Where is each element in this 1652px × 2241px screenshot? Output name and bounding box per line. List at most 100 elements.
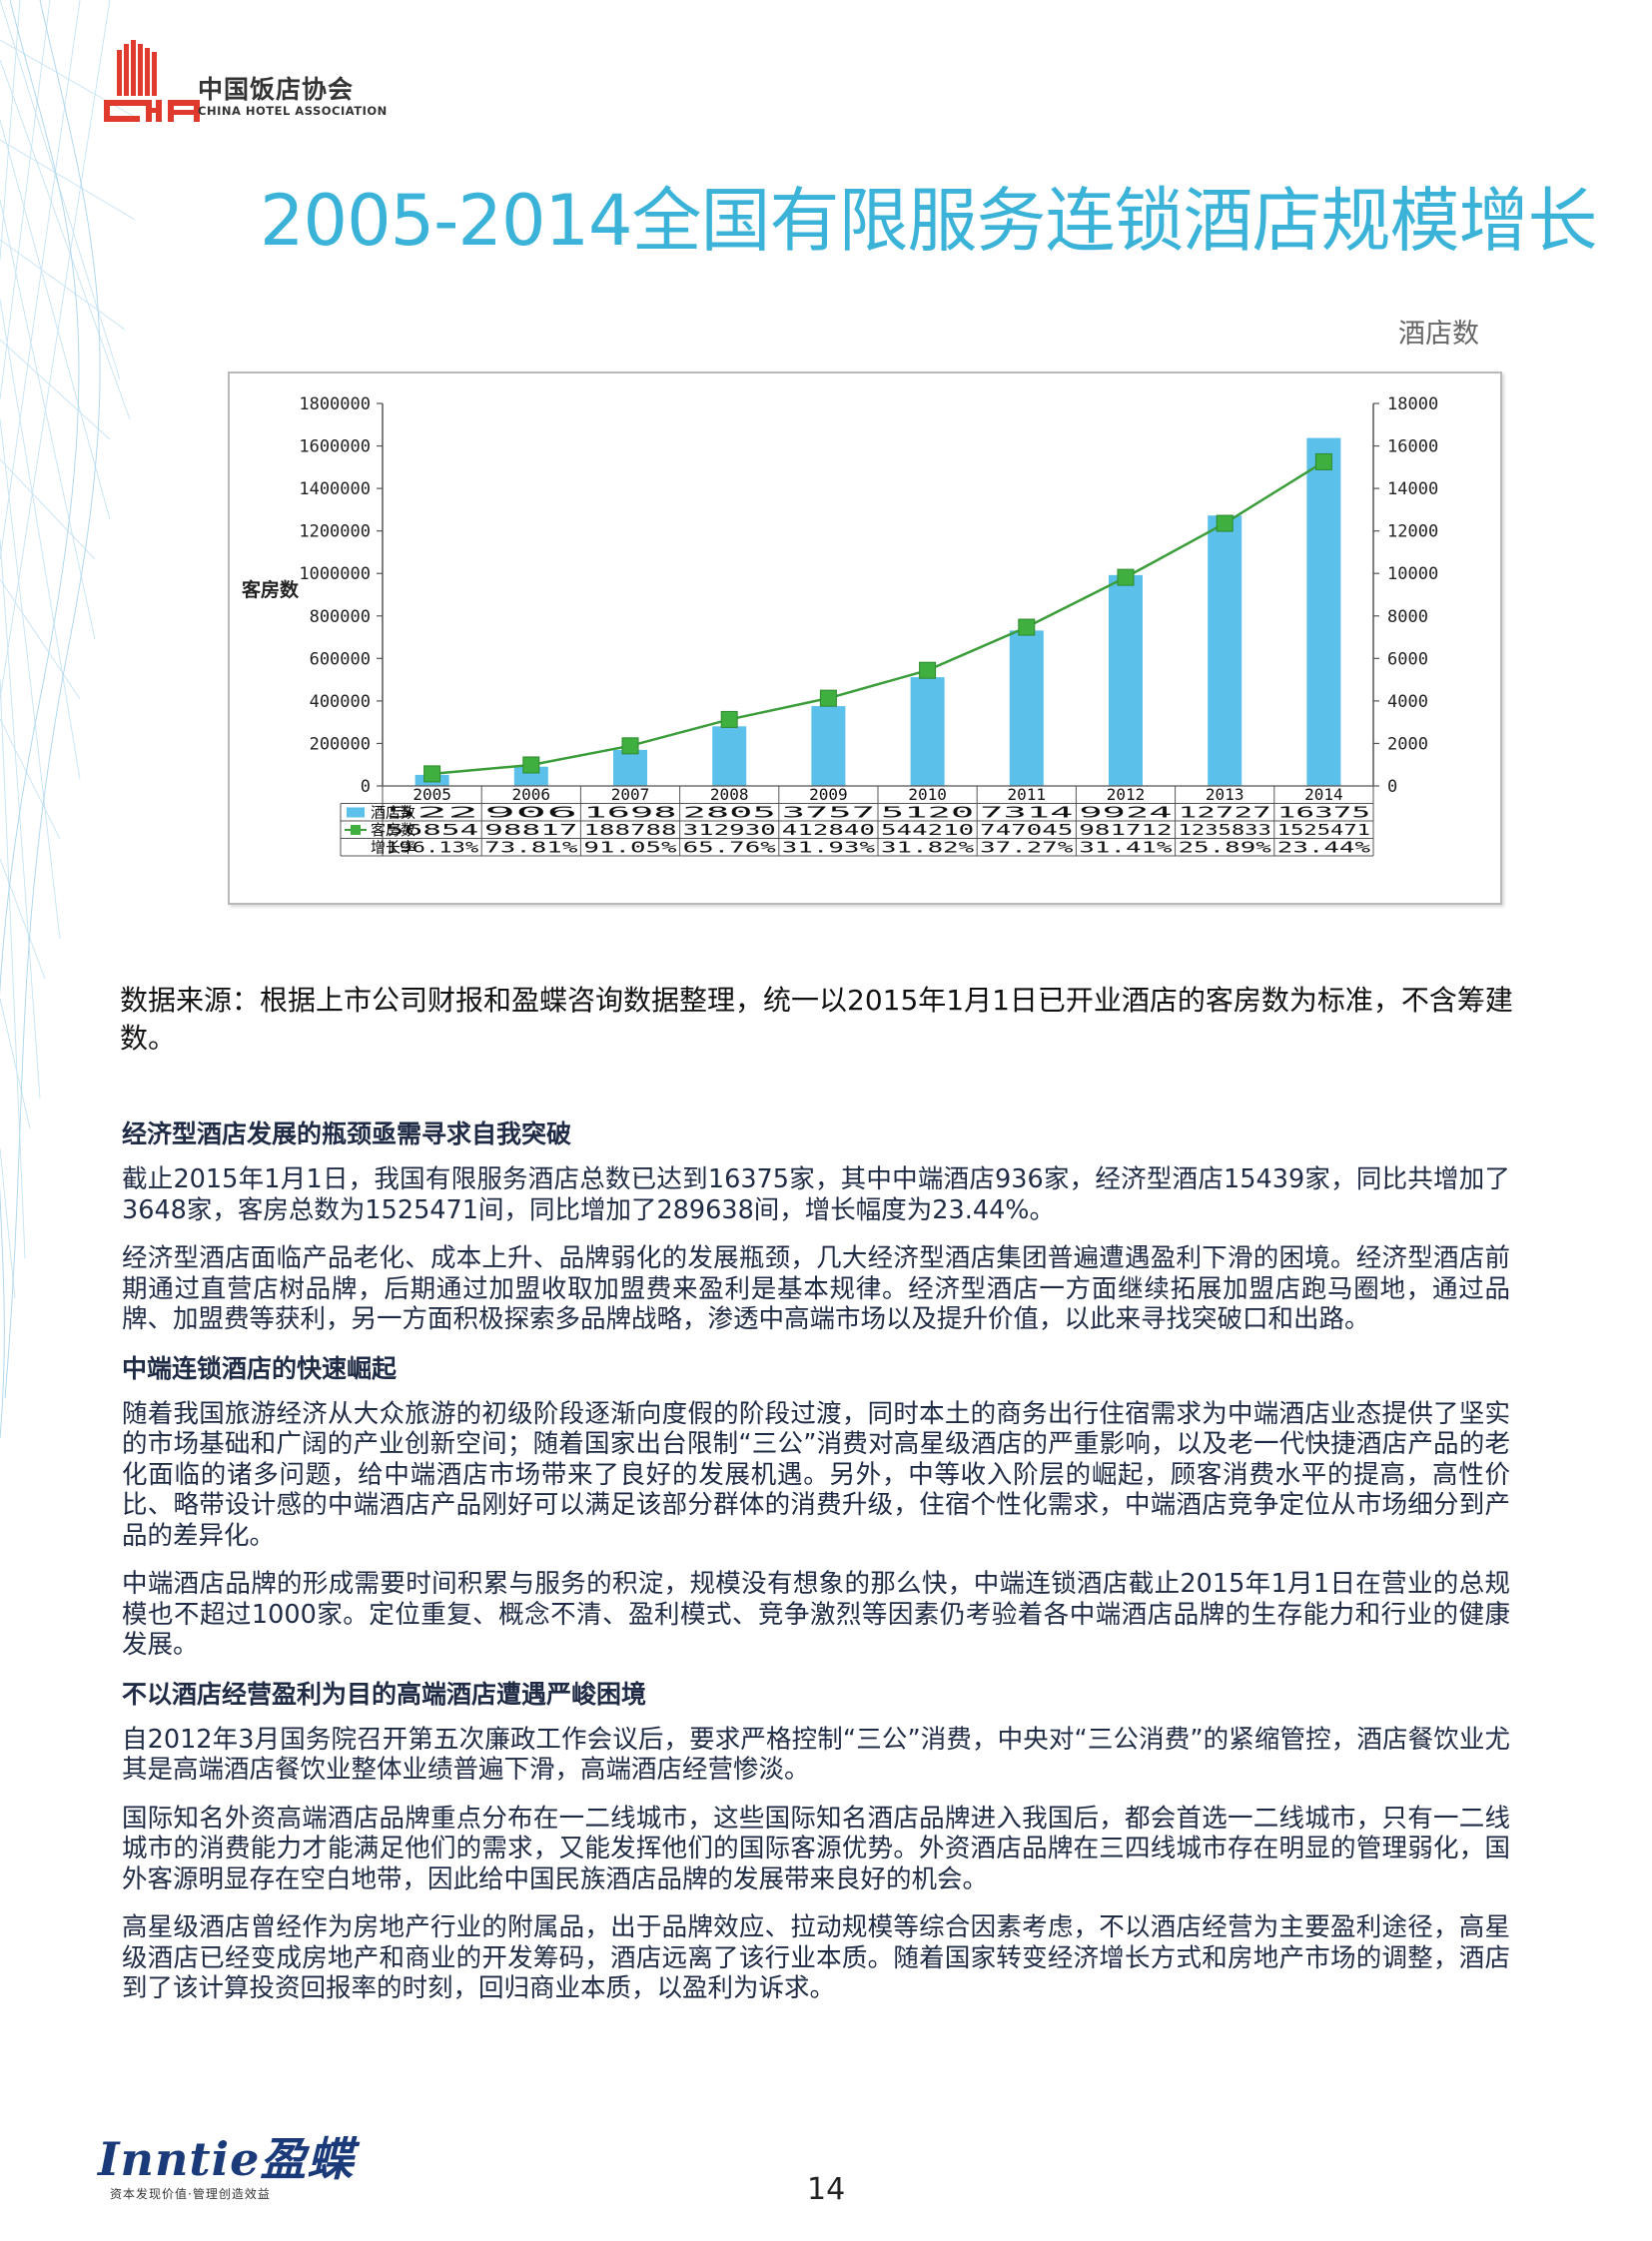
section-heading: 中端连锁酒店的快速崛起 [122, 1353, 398, 1383]
table-cell: 1235833 [1179, 821, 1271, 839]
decorative-mesh-graphic [0, 0, 140, 1439]
table-cell: 312930 [683, 821, 776, 839]
page-number: 14 [807, 2172, 846, 2207]
line-rooms-series [431, 460, 1325, 776]
table-cell: 544210 [881, 821, 974, 839]
left-tick-label: 1600000 [299, 437, 371, 457]
point-rooms-2005 [423, 765, 441, 783]
left-tick-label: 600000 [310, 649, 371, 669]
section-heading: 不以酒店经营盈利为目的高端酒店遭遇严峻困境 [122, 1679, 647, 1709]
table-cell: 981712 [1079, 821, 1172, 839]
paragraph: 经济型酒店面临产品老化、成本上升、品牌弱化的发展瓶颈，几大经济型酒店集团普遍遭遇… [122, 1243, 1510, 1334]
x-tick-label: 2008 [710, 785, 749, 804]
point-rooms-2006 [522, 756, 540, 774]
paragraph: 国际知名外资高端酒店品牌重点分布在一二线城市，这些国际知名酒店品牌进入我国后，都… [122, 1803, 1510, 1894]
right-tick-label: 18000 [1387, 394, 1438, 414]
section-heading: 经济型酒店发展的瓶颈亟需寻求自我突破 [122, 1120, 572, 1148]
table-cell: 7314 [980, 804, 1073, 822]
bar-hotels-2007 [613, 749, 647, 786]
table-cell: 412840 [782, 821, 875, 839]
point-rooms-2014 [1314, 452, 1332, 470]
table-cell: 1698 [583, 804, 676, 822]
data-source-note: 数据来源：根据上市公司财报和盈蝶咨询数据整理，统一以2015年1月1日已开业酒店… [120, 984, 1513, 1055]
brand-tagline: 资本发现价值·管理创造效益 [110, 2187, 271, 2201]
table-cell: 12727 [1179, 804, 1271, 822]
paragraph: 中端酒店品牌的形成需要时间积累与服务的积淀，规模没有想象的那么快，中端连锁酒店截… [122, 1569, 1510, 1660]
right-tick-label: 16000 [1387, 437, 1438, 457]
china-hotel-association-logo [104, 40, 200, 122]
chart-canvas: 1800000160000014000001200000100000080000… [242, 394, 1438, 857]
table-cell: 906 [484, 804, 577, 822]
chart-right-axis-label: 酒店数 [1398, 319, 1479, 350]
point-rooms-2013 [1216, 514, 1234, 532]
x-tick-label: 2009 [809, 785, 848, 804]
x-tick-label: 2006 [512, 785, 551, 804]
right-tick-label: 0 [1387, 777, 1397, 797]
x-tick-label: 2014 [1304, 785, 1343, 804]
table-cell: 91.05% [583, 839, 676, 857]
paragraph: 自2012年3月国务院召开第五次廉政工作会议后，要求严格控制“三公”消费，中央对… [122, 1724, 1510, 1786]
x-tick-label: 2011 [1008, 785, 1047, 804]
table-cell: 9924 [1079, 804, 1172, 822]
right-tick-label: 14000 [1387, 479, 1438, 499]
table-cell: 16375 [1277, 804, 1370, 822]
paragraph: 高星级酒店曾经作为房地产行业的附属品，出于品牌效应、拉动规模等综合因素考虑，不以… [122, 1912, 1510, 2003]
table-cell: 73.81% [484, 839, 577, 857]
point-rooms-2012 [1117, 568, 1135, 586]
table-cell: 23.44% [1277, 839, 1370, 857]
point-rooms-2010 [919, 661, 937, 679]
table-cell: 188788 [583, 821, 676, 839]
table-cell: 31.41% [1079, 839, 1172, 857]
x-tick-label: 2005 [413, 785, 451, 804]
right-tick-label: 10000 [1387, 564, 1438, 584]
table-cell: 98817 [484, 821, 577, 839]
point-rooms-2008 [720, 710, 738, 728]
legend-rooms-marker [351, 825, 361, 835]
table-cell: 25.89% [1179, 839, 1271, 857]
point-rooms-2011 [1018, 618, 1036, 636]
point-rooms-2009 [819, 689, 837, 707]
logo-english-name: CHINA HOTEL ASSOCIATION [198, 104, 388, 118]
left-tick-label: 1800000 [299, 394, 371, 414]
left-tick-label: 0 [361, 777, 371, 797]
right-tick-label: 8000 [1387, 607, 1428, 627]
table-cell: 5120 [881, 804, 974, 822]
x-tick-label: 2010 [908, 785, 947, 804]
legend-rooms-label: 客房数 [371, 821, 415, 839]
bar-hotels-2008 [712, 726, 747, 786]
right-tick-label: 6000 [1387, 649, 1428, 669]
bar-hotels-2013 [1208, 515, 1242, 786]
point-rooms-2007 [621, 737, 639, 755]
left-tick-label: 200000 [310, 734, 371, 754]
hotel-growth-chart: 1800000 1600000 1400000 1200000 1000000 80000… [228, 372, 1502, 905]
left-axis-label: 客房数 [242, 578, 300, 601]
x-tick-label: 2013 [1206, 785, 1244, 804]
paragraph: 随着我国旅游经济从大众旅游的初级阶段逐渐向度假的阶段过渡，同时本土的商务出行住宿… [122, 1398, 1510, 1551]
table-cell: 196.13% [386, 839, 478, 857]
left-tick-label: 400000 [310, 692, 371, 712]
article-body: 经济型酒店发展的瓶颈亟需寻求自我突破 截止2015年1月1日，我国有限服务酒店总… [122, 1119, 1510, 2022]
table-cell: 37.27% [980, 839, 1073, 857]
table-cell: 56854 [386, 821, 478, 839]
bar-hotels-2009 [811, 706, 846, 786]
bar-hotels-2010 [910, 677, 945, 786]
left-tick-label: 800000 [310, 607, 371, 627]
table-cell: 3757 [782, 804, 875, 822]
x-tick-label: 2012 [1107, 785, 1146, 804]
right-tick-label: 2000 [1387, 734, 1428, 754]
bar-hotels-2014 [1306, 437, 1341, 786]
left-tick-label: 1400000 [299, 479, 371, 499]
legend-growth-label: 增长率 [371, 839, 415, 857]
table-cell: 522 [386, 804, 478, 822]
table-cell: 31.82% [881, 839, 974, 857]
bar-hotels-2012 [1109, 574, 1143, 786]
legend-hotels-swatch [347, 807, 365, 818]
paragraph: 截止2015年1月1日，我国有限服务酒店总数已达到16375家，其中中端酒店93… [122, 1164, 1510, 1225]
table-cell: 31.93% [782, 839, 875, 857]
left-tick-label: 1000000 [299, 564, 371, 584]
left-tick-label: 1200000 [299, 522, 371, 542]
right-tick-label: 12000 [1387, 522, 1438, 542]
table-cell: 747045 [980, 821, 1073, 839]
bar-hotels-2011 [1009, 630, 1044, 786]
table-cell: 1525471 [1277, 821, 1370, 839]
